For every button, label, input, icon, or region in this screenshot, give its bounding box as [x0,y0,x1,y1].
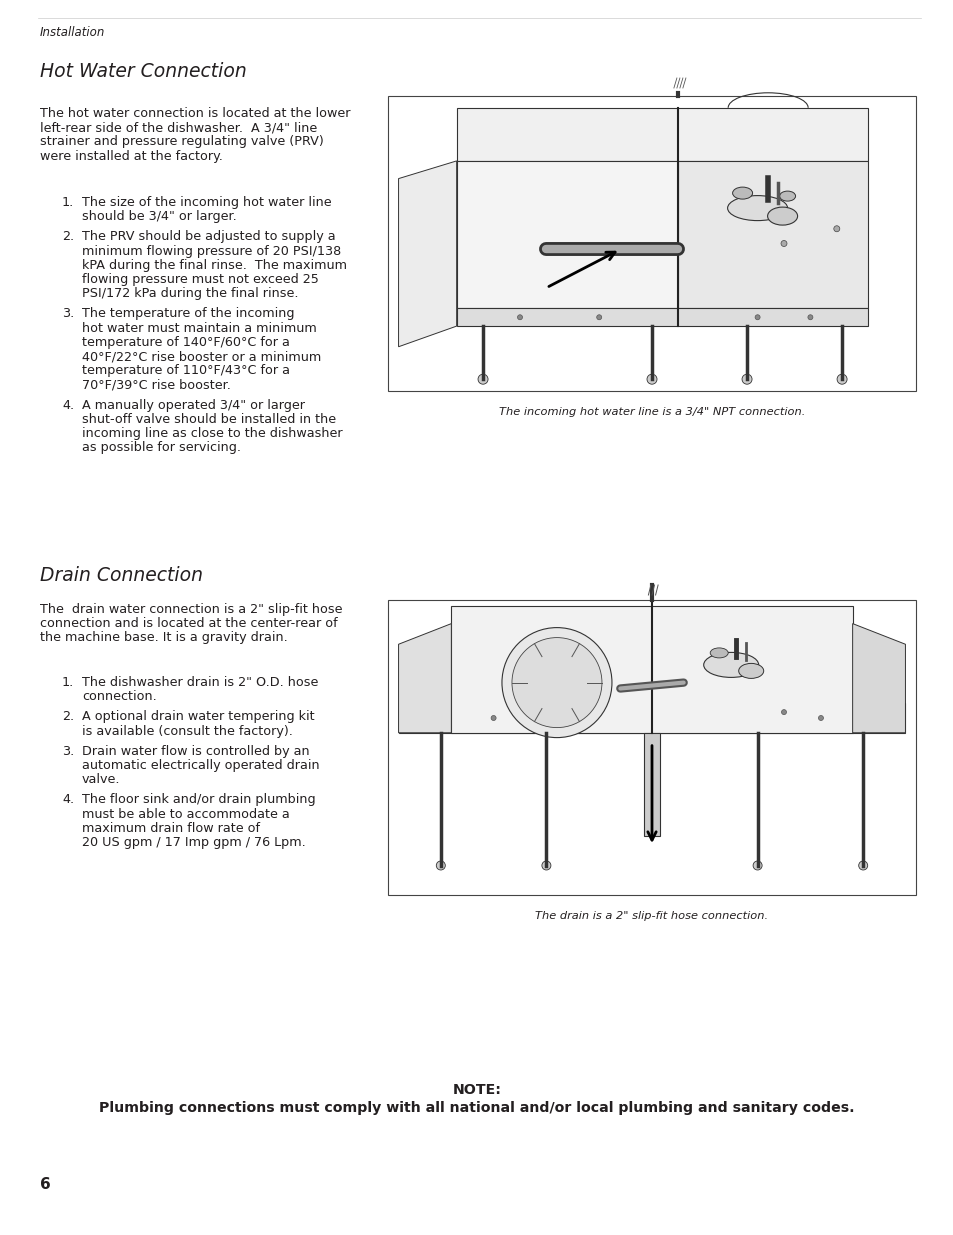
Text: should be 3/4" or larger.: should be 3/4" or larger. [82,210,236,224]
Text: kPA during the final rinse.  The maximum: kPA during the final rinse. The maximum [82,259,347,272]
Circle shape [755,315,760,320]
Text: The incoming hot water line is a 3/4" NPT connection.: The incoming hot water line is a 3/4" NP… [498,408,804,417]
Text: incoming line as close to the dishwasher: incoming line as close to the dishwasher [82,427,342,440]
Circle shape [477,374,488,384]
Ellipse shape [732,186,752,199]
Text: left-rear side of the dishwasher.  A 3/4" line: left-rear side of the dishwasher. A 3/4"… [40,121,317,135]
Text: NOTE:: NOTE: [452,1083,501,1097]
Text: shut-off valve should be installed in the: shut-off valve should be installed in th… [82,412,335,426]
Bar [388,96,915,391]
Circle shape [807,315,812,320]
Text: 1.: 1. [62,196,74,209]
Circle shape [517,315,522,320]
Bar [643,732,659,836]
Text: The PRV should be adjusted to supply a: The PRV should be adjusted to supply a [82,231,335,243]
Polygon shape [456,107,867,161]
Text: The  drain water connection is a 2" slip-fit hose: The drain water connection is a 2" slip-… [40,603,342,616]
Circle shape [781,710,785,715]
Text: strainer and pressure regulating valve (PRV): strainer and pressure regulating valve (… [40,136,323,148]
Text: A manually operated 3/4" or larger: A manually operated 3/4" or larger [82,399,305,411]
Polygon shape [398,161,456,347]
Text: 20 US gpm / 17 Imp gpm / 76 Lpm.: 20 US gpm / 17 Imp gpm / 76 Lpm. [82,836,305,848]
Ellipse shape [703,652,758,678]
Text: temperature of 110°F/43°C for a: temperature of 110°F/43°C for a [82,364,290,377]
Text: 6: 6 [40,1177,51,1192]
Text: were installed at the factory.: were installed at the factory. [40,149,223,163]
Text: The drain is a 2" slip-fit hose connection.: The drain is a 2" slip-fit hose connecti… [535,911,768,921]
Text: Hot Water Connection: Hot Water Connection [40,62,247,82]
Polygon shape [852,624,904,732]
Text: as possible for servicing.: as possible for servicing. [82,441,241,454]
Text: maximum drain flow rate of: maximum drain flow rate of [82,821,260,835]
Text: PSI/172 kPa during the final rinse.: PSI/172 kPa during the final rinse. [82,288,298,300]
Text: is available (consult the factory).: is available (consult the factory). [82,725,293,737]
Text: 40°F/22°C rise booster or a minimum: 40°F/22°C rise booster or a minimum [82,350,321,363]
Text: 4.: 4. [62,399,74,411]
Circle shape [752,861,761,869]
Text: A optional drain water tempering kit: A optional drain water tempering kit [82,710,314,724]
Polygon shape [678,161,867,309]
Circle shape [781,241,786,247]
Text: 4.: 4. [62,793,74,806]
Text: 70°F/39°C rise booster.: 70°F/39°C rise booster. [82,378,231,391]
Text: 3.: 3. [62,745,74,758]
Text: Drain Connection: Drain Connection [40,566,203,585]
Ellipse shape [709,648,727,658]
Ellipse shape [738,663,763,678]
Text: 2.: 2. [62,231,74,243]
Circle shape [858,861,867,869]
Circle shape [512,637,601,727]
Text: automatic electrically operated drain: automatic electrically operated drain [82,760,319,772]
Text: The temperature of the incoming: The temperature of the incoming [82,308,294,320]
Text: The size of the incoming hot water line: The size of the incoming hot water line [82,196,332,209]
Text: minimum flowing pressure of 20 PSI/138: minimum flowing pressure of 20 PSI/138 [82,245,341,258]
Text: 2.: 2. [62,710,74,724]
Polygon shape [398,624,451,732]
Circle shape [741,374,751,384]
Polygon shape [451,606,852,732]
Circle shape [818,715,822,720]
Text: temperature of 140°F/60°C for a: temperature of 140°F/60°C for a [82,336,290,348]
Ellipse shape [727,195,787,221]
Circle shape [833,226,839,232]
Text: Installation: Installation [40,26,105,40]
Text: 1.: 1. [62,676,74,689]
Text: Plumbing connections must comply with all national and/or local plumbing and san: Plumbing connections must comply with al… [99,1100,854,1115]
Polygon shape [456,161,678,309]
Text: the machine base. It is a gravity drain.: the machine base. It is a gravity drain. [40,631,288,645]
Text: Drain water flow is controlled by an: Drain water flow is controlled by an [82,745,310,758]
Ellipse shape [779,191,795,201]
Bar [388,600,915,895]
Text: 3.: 3. [62,308,74,320]
Circle shape [501,627,611,737]
Circle shape [646,374,657,384]
Circle shape [596,315,601,320]
Polygon shape [456,309,867,326]
Text: must be able to accommodate a: must be able to accommodate a [82,808,290,820]
Circle shape [541,861,550,869]
Text: The floor sink and/or drain plumbing: The floor sink and/or drain plumbing [82,793,315,806]
Circle shape [436,861,445,869]
Circle shape [491,715,496,720]
Text: The dishwasher drain is 2" O.D. hose: The dishwasher drain is 2" O.D. hose [82,676,318,689]
Text: connection and is located at the center-rear of: connection and is located at the center-… [40,618,337,630]
Text: flowing pressure must not exceed 25: flowing pressure must not exceed 25 [82,273,318,287]
Polygon shape [398,703,904,732]
Text: hot water must maintain a minimum: hot water must maintain a minimum [82,321,316,335]
Circle shape [836,374,846,384]
Text: connection.: connection. [82,690,156,703]
Text: valve.: valve. [82,773,120,787]
Text: The hot water connection is located at the lower: The hot water connection is located at t… [40,107,350,120]
Ellipse shape [767,207,797,225]
